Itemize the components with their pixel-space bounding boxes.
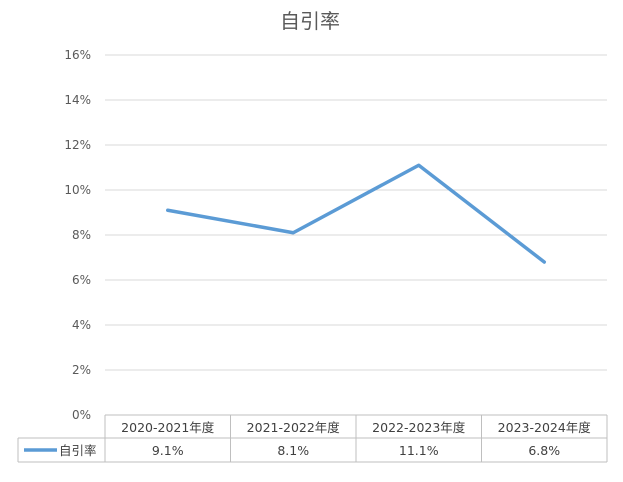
x-category-label: 2023-2024年度	[498, 420, 592, 435]
legend-label: 自引率	[59, 443, 97, 458]
y-tick-label: 8%	[72, 228, 91, 242]
chart-title: 自引率	[280, 9, 340, 33]
x-category-label: 2020-2021年度	[121, 420, 215, 435]
data-table: 2020-2021年度 9.1% 2021-2022年度 8.1% 2022-2023年…	[17, 414, 608, 463]
data-label: 11.1%	[399, 443, 439, 458]
x-category-label: 2022-2023年度	[372, 420, 466, 435]
gridlines	[105, 54, 607, 371]
y-tick-label: 4%	[72, 318, 91, 332]
y-tick-label: 10%	[64, 183, 91, 197]
x-category-label: 2021-2022年度	[247, 420, 341, 435]
data-label: 9.1%	[152, 443, 184, 458]
series-layer	[166, 163, 546, 264]
data-label: 8.1%	[277, 443, 309, 458]
data-label: 6.8%	[528, 443, 560, 458]
y-tick-label: 6%	[72, 273, 91, 287]
y-tick-label: 14%	[64, 93, 91, 107]
y-tick-label: 16%	[64, 48, 91, 62]
series-line	[166, 163, 546, 264]
y-tick-label: 12%	[64, 138, 91, 152]
y-axis-ticks: 0% 2% 4% 6% 8% 10% 12% 14% 16%	[64, 48, 91, 422]
y-tick-label: 0%	[72, 408, 91, 422]
y-tick-label: 2%	[72, 363, 91, 377]
